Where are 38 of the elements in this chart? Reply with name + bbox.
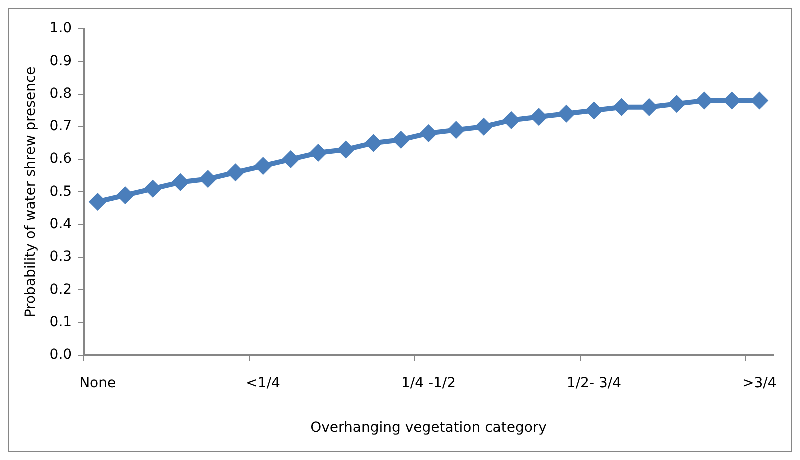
point: [668, 95, 686, 114]
x-tick-label: 1/2- 3/4: [566, 375, 622, 392]
point: [337, 140, 356, 159]
y-tick-label: 1.0: [50, 20, 72, 37]
point: [254, 157, 272, 176]
point: [282, 150, 300, 169]
y-tick-label: 0.7: [50, 118, 72, 135]
point: [502, 111, 520, 130]
point: [364, 134, 383, 152]
y-tick-label: 0.9: [50, 53, 72, 70]
y-axis-title: Probability of water shrew presence: [23, 66, 40, 318]
point: [199, 170, 218, 188]
y-tick-label: 0.6: [50, 151, 72, 168]
point: [447, 121, 466, 140]
point: [144, 180, 162, 198]
x-tick-label: None: [80, 375, 116, 392]
y-tick-label: 0.1: [50, 314, 72, 330]
x-tick-label: >3/4: [742, 375, 777, 392]
x-axis-title: Overhanging vegetation category: [310, 420, 547, 436]
x-tick-label: 1/4 -1/2: [401, 375, 456, 392]
point: [226, 164, 245, 182]
point: [88, 192, 107, 211]
point: [474, 118, 493, 136]
x-tick-label: <1/4: [246, 375, 281, 392]
y-tick-label: 0.4: [50, 216, 72, 232]
y-tick-label: 0.8: [50, 86, 72, 102]
point: [420, 124, 438, 142]
y-tick-label: 0.5: [50, 184, 72, 200]
point: [392, 130, 410, 149]
y-tick-label: 0.2: [50, 282, 72, 298]
point: [558, 104, 576, 123]
point: [172, 173, 190, 192]
y-tick-label: 0.0: [50, 347, 72, 364]
y-tick-label: 0.3: [50, 249, 72, 266]
point: [585, 102, 604, 120]
point: [116, 186, 134, 204]
point: [530, 108, 548, 126]
point: [309, 144, 328, 162]
